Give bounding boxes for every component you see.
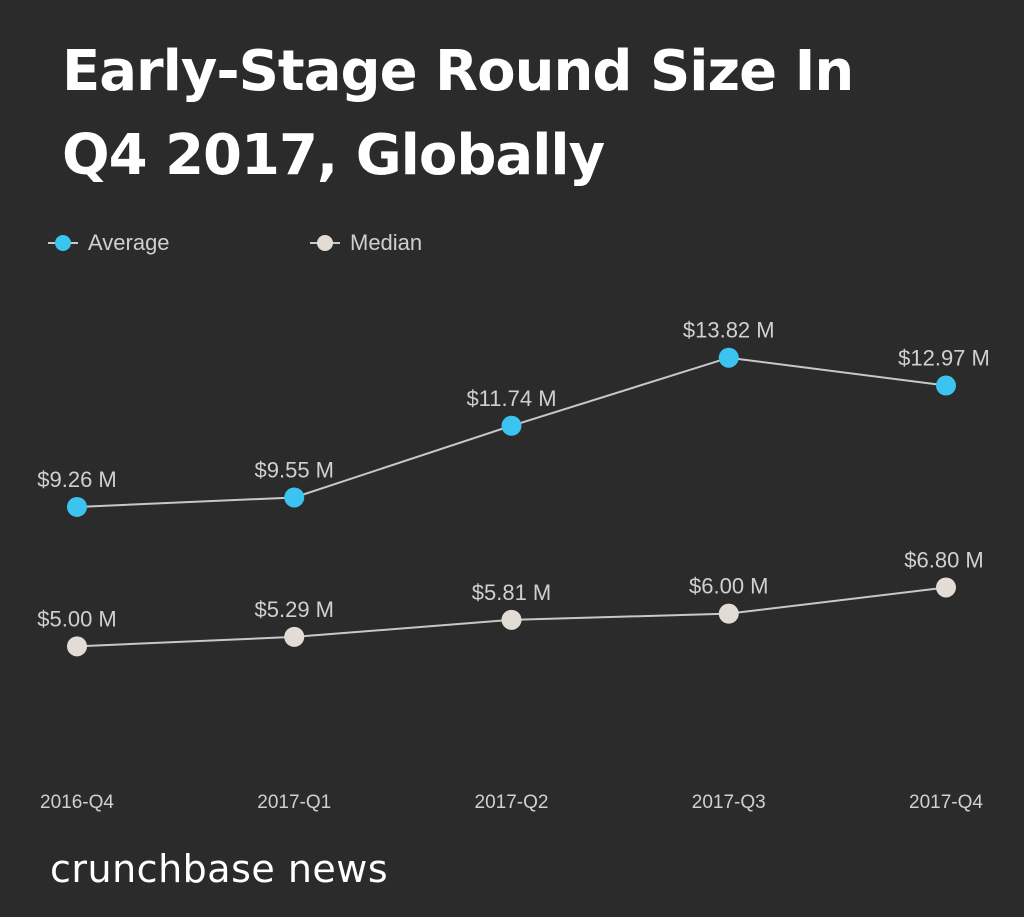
chart-title-line-1: Early-Stage Round Size In: [62, 39, 854, 104]
legend-label-average: Average: [88, 230, 170, 255]
data-point-average-2017-q1[interactable]: [284, 487, 305, 508]
data-label-median-2017-q1: $5.29 M: [255, 597, 335, 622]
data-label-average-2017-q1: $9.55 M: [255, 457, 335, 482]
data-point-average-2017-q3[interactable]: [718, 347, 739, 368]
data-label-median-2017-q2: $5.81 M: [472, 580, 552, 605]
chart-title-line-2: Q4 2017, Globally: [62, 123, 605, 188]
data-point-median-2016-q4[interactable]: [67, 636, 87, 657]
data-point-average-2017-q4[interactable]: [936, 375, 956, 396]
legend-label-median: Median: [350, 230, 423, 255]
data-label-average-2017-q3: $13.82 M: [683, 318, 775, 343]
data-label-average-2017-q4: $12.97 M: [898, 346, 990, 371]
data-label-median-2017-q4: $6.80 M: [904, 547, 984, 572]
data-point-median-2017-q3[interactable]: [718, 603, 739, 624]
series-median: $5.00 M $5.29 M $5.81 M $6.00 M $6.80 M: [37, 547, 984, 657]
x-axis: 2016-Q4 2017-Q1 2017-Q2 2017-Q3 2017-Q4: [40, 792, 983, 813]
data-label-average-2016-q4: $9.26 M: [37, 467, 117, 492]
data-label-median-2016-q4: $5.00 M: [37, 606, 117, 631]
data-point-median-2017-q1[interactable]: [284, 626, 305, 647]
legend-swatch-median: [310, 235, 340, 251]
x-tick-label-2017-q1: 2017-Q1: [257, 792, 331, 813]
x-tick-label-2017-q3: 2017-Q3: [692, 792, 766, 813]
brand-logo-text: crunchbase news: [50, 847, 389, 891]
series-layer: $9.26 M $9.55 M $11.74 M $13.82 M $12.97 M $5…: [37, 318, 990, 657]
series-average: $9.26 M $9.55 M $11.74 M $13.82 M $12.97 M: [37, 318, 990, 517]
data-point-average-2017-q2[interactable]: [501, 415, 522, 436]
data-point-average-2016-q4[interactable]: [67, 496, 87, 517]
data-point-median-2017-q2[interactable]: [501, 609, 522, 630]
data-label-average-2017-q2: $11.74 M: [466, 386, 556, 411]
chart-title: Early-Stage Round Size In Q4 2017, Globa…: [62, 30, 962, 198]
x-tick-label-2017-q4: 2017-Q4: [909, 792, 983, 813]
legend-swatch-average: [48, 235, 78, 251]
x-tick-label-2017-q2: 2017-Q2: [475, 792, 549, 813]
x-tick-label-2016-q4: 2016-Q4: [40, 792, 114, 813]
data-label-median-2017-q3: $6.00 M: [689, 574, 769, 599]
data-point-median-2017-q4[interactable]: [936, 577, 956, 598]
